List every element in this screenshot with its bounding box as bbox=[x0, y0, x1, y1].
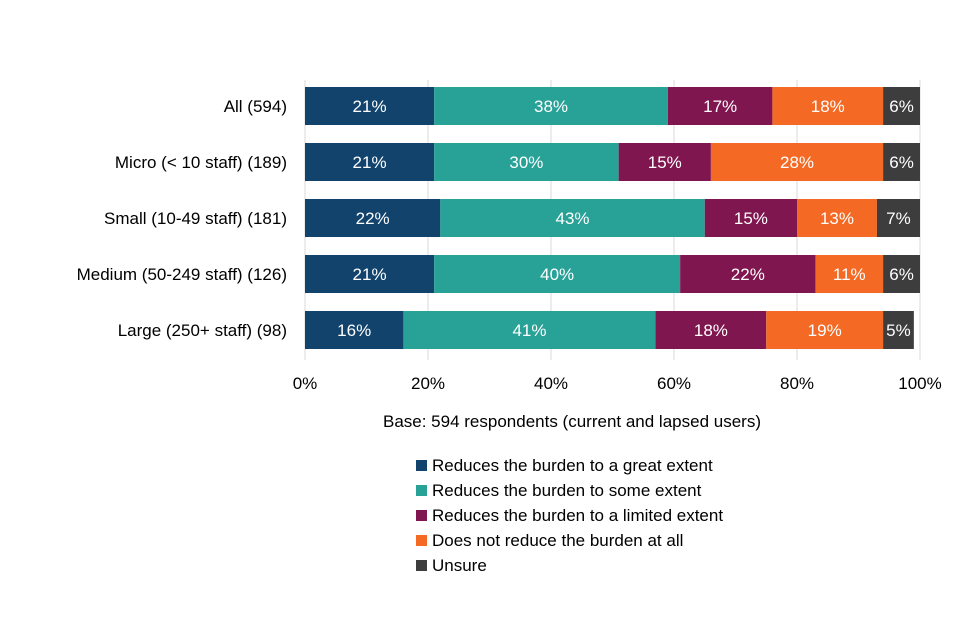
legend-swatch bbox=[416, 485, 427, 496]
data-label: 40% bbox=[540, 265, 574, 284]
category-label: Small (10-49 staff) (181) bbox=[104, 209, 287, 228]
x-tick-label: 80% bbox=[780, 374, 814, 393]
data-label: 30% bbox=[509, 153, 543, 172]
category-label: Micro (< 10 staff) (189) bbox=[115, 153, 287, 172]
bar-segment bbox=[876, 199, 920, 237]
legend-label: Reduces the burden to a great extent bbox=[432, 455, 713, 475]
x-tick-label: 60% bbox=[657, 374, 691, 393]
legend-item: Reduces the burden to a limited extent bbox=[416, 503, 723, 528]
category-label: All (594) bbox=[224, 97, 287, 116]
bar-segment bbox=[704, 199, 797, 237]
data-label: 41% bbox=[512, 321, 546, 340]
data-label: 18% bbox=[694, 321, 728, 340]
bar-segment bbox=[434, 143, 619, 181]
data-label: 5% bbox=[886, 321, 911, 340]
bar-segment bbox=[797, 199, 877, 237]
data-label: 18% bbox=[811, 97, 845, 116]
bar-segment bbox=[305, 255, 435, 293]
data-label: 22% bbox=[731, 265, 765, 284]
legend-swatch bbox=[416, 560, 427, 571]
bar-segment bbox=[403, 311, 656, 349]
legend-swatch bbox=[416, 510, 427, 521]
bar-segment bbox=[434, 87, 668, 125]
data-label: 28% bbox=[780, 153, 814, 172]
x-tick-label: 0% bbox=[293, 374, 318, 393]
data-label: 15% bbox=[648, 153, 682, 172]
bar-segment bbox=[305, 311, 404, 349]
bar-segment bbox=[655, 311, 767, 349]
bar-segment bbox=[618, 143, 711, 181]
x-tick-label: 100% bbox=[898, 374, 941, 393]
data-label: 17% bbox=[703, 97, 737, 116]
legend-item: Reduces the burden to a great extent bbox=[416, 453, 723, 478]
bar-segment bbox=[710, 143, 884, 181]
data-label: 38% bbox=[534, 97, 568, 116]
bar-segment bbox=[305, 199, 441, 237]
legend-label: Reduces the burden to some extent bbox=[432, 480, 702, 500]
bar-segment bbox=[883, 311, 914, 349]
legend-label: Unsure bbox=[432, 555, 487, 575]
bar-segment bbox=[772, 87, 884, 125]
x-tick-label: 40% bbox=[534, 374, 568, 393]
legend-item: Reduces the burden to some extent bbox=[416, 478, 723, 503]
data-label: 21% bbox=[353, 153, 387, 172]
data-label: 6% bbox=[889, 265, 914, 284]
legend-swatch bbox=[416, 535, 427, 546]
bar-segment bbox=[305, 87, 435, 125]
legend-item: Does not reduce the burden at all bbox=[416, 528, 723, 553]
legend-label: Reduces the burden to a limited extent bbox=[432, 505, 724, 525]
bar-segment bbox=[305, 143, 435, 181]
bar-segment bbox=[766, 311, 884, 349]
data-label: 6% bbox=[889, 153, 914, 172]
bar-segment bbox=[815, 255, 884, 293]
data-label: 15% bbox=[734, 209, 768, 228]
bar-segment bbox=[883, 143, 920, 181]
legend-swatch bbox=[416, 460, 427, 471]
legend: Reduces the burden to a great extent Redu… bbox=[416, 453, 723, 578]
data-label: 16% bbox=[337, 321, 371, 340]
bar-segment bbox=[434, 255, 681, 293]
legend-item: Unsure bbox=[416, 553, 723, 578]
bar-segment bbox=[680, 255, 816, 293]
legend-label: Does not reduce the burden at all bbox=[432, 530, 684, 550]
bar-segment bbox=[883, 87, 920, 125]
category-label: Medium (50-249 staff) (126) bbox=[77, 265, 287, 284]
data-label: 13% bbox=[820, 209, 854, 228]
data-label: 43% bbox=[556, 209, 590, 228]
data-label: 19% bbox=[808, 321, 842, 340]
category-label: Large (250+ staff) (98) bbox=[118, 321, 287, 340]
bar-segment bbox=[440, 199, 705, 237]
data-label: 6% bbox=[889, 97, 914, 116]
x-tick-label: 20% bbox=[411, 374, 445, 393]
data-label: 21% bbox=[353, 265, 387, 284]
bar-segment bbox=[883, 255, 920, 293]
x-axis-label: Base: 594 respondents (current and lapse… bbox=[382, 412, 761, 431]
data-label: 21% bbox=[353, 97, 387, 116]
data-label: 11% bbox=[833, 265, 866, 284]
data-label: 22% bbox=[356, 209, 390, 228]
bar-segment bbox=[667, 87, 773, 125]
data-label: 7% bbox=[886, 209, 911, 228]
